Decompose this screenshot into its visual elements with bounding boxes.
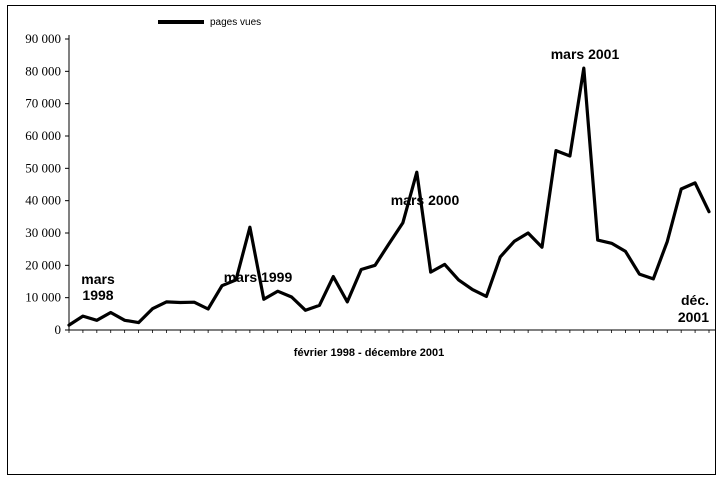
data-point (67, 323, 71, 327)
data-point (359, 268, 363, 271)
data-point (304, 309, 307, 312)
annotation-label: déc. (681, 292, 709, 308)
data-point (81, 314, 85, 318)
data-point (123, 319, 126, 322)
data-point (596, 238, 599, 242)
series-line (67, 66, 711, 327)
annotation-label: mars 2001 (551, 46, 620, 62)
data-point (234, 278, 238, 282)
data-point (638, 272, 641, 276)
legend-label: pages vues (210, 17, 261, 28)
x-axis-label: février 1998 - décembre 2001 (294, 347, 444, 359)
data-point (457, 278, 460, 282)
y-tick-label: 10 000 (25, 290, 61, 305)
data-point (346, 300, 349, 304)
data-point (707, 210, 711, 213)
y-tick-label: 50 000 (25, 160, 61, 175)
y-tick-label: 30 000 (25, 225, 61, 240)
annotation-label: mars 1999 (224, 269, 293, 285)
y-tick-label: 0 (55, 322, 62, 337)
y-tick-label: 40 000 (25, 193, 61, 208)
annotation-label: 2001 (678, 309, 709, 325)
data-point (415, 171, 419, 174)
annotation-label: mars (81, 271, 115, 287)
data-point (151, 307, 154, 310)
data-point (582, 66, 585, 70)
y-tick-label: 60 000 (25, 128, 61, 143)
data-point (554, 149, 558, 152)
data-point (220, 284, 224, 287)
line-chart: 0 10 000 20 000 30 000 40 000 50 000 60 000 70 … (25, 17, 715, 359)
chart-frame: 0 10 000 20 000 30 000 40 000 50 000 60 000 70 … (7, 5, 716, 475)
data-point (679, 187, 683, 191)
data-point (401, 221, 405, 224)
data-point (513, 240, 516, 243)
data-point (95, 319, 99, 322)
data-point (290, 295, 293, 299)
y-tick-label: 70 000 (25, 96, 61, 111)
data-point (109, 311, 112, 314)
data-point (429, 270, 432, 274)
data-point (624, 250, 627, 253)
data-point (540, 246, 544, 249)
data-point (693, 181, 697, 185)
data-point (526, 231, 530, 235)
data-point (332, 275, 335, 278)
data-point (248, 225, 252, 229)
data-point (471, 288, 474, 291)
data-point (206, 307, 210, 311)
y-tick-label: 90 000 (25, 31, 61, 46)
data-point (318, 304, 321, 307)
annotation-label: 1998 (82, 287, 113, 303)
data-point (165, 300, 168, 304)
data-point (193, 300, 196, 304)
data-point (262, 298, 265, 301)
data-point (610, 242, 613, 245)
data-point (137, 321, 140, 324)
data-point (387, 242, 391, 245)
data-point (485, 295, 488, 298)
data-point (373, 264, 377, 267)
data-point (499, 255, 502, 259)
y-tick-label: 80 000 (25, 63, 61, 78)
data-point (179, 301, 182, 304)
y-tick-label: 20 000 (25, 257, 61, 272)
annotation-label: mars 2000 (391, 192, 460, 208)
data-point (666, 240, 669, 243)
data-point (276, 290, 279, 293)
data-point (652, 277, 655, 281)
data-point (443, 263, 446, 266)
data-point (568, 154, 572, 158)
